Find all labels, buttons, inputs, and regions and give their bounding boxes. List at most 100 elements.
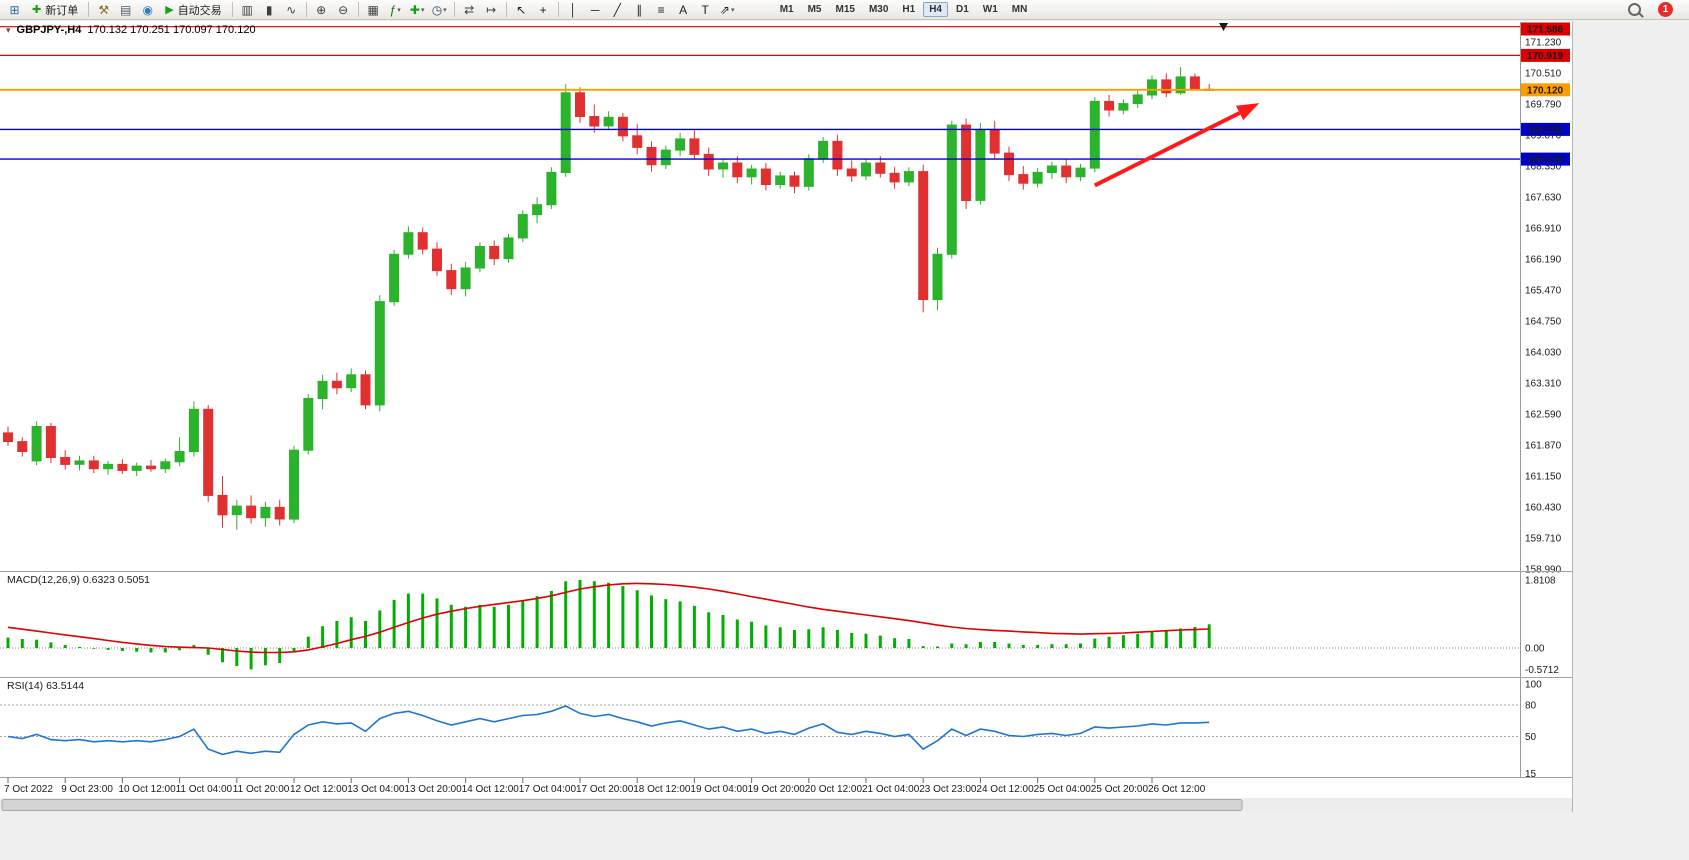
candlestick-series (3, 67, 1215, 530)
svg-text:19 Oct 20:00: 19 Oct 20:00 (748, 784, 806, 795)
search-lens-icon (1628, 3, 1641, 16)
macd-indicator (0, 580, 1520, 670)
svg-text:170.919: 170.919 (1527, 51, 1564, 62)
down-arrow-marker (1219, 23, 1228, 31)
timeframe-h4[interactable]: H4 (923, 2, 948, 17)
toolbar-separator (305, 2, 307, 17)
svg-text:169.790: 169.790 (1525, 100, 1562, 111)
timeframe-w1[interactable]: W1 (982, 4, 998, 15)
horizontal-line-icon[interactable]: ─ (590, 2, 600, 17)
svg-text:161.870: 161.870 (1525, 441, 1562, 452)
svg-text:7 Oct 2022: 7 Oct 2022 (4, 784, 53, 795)
new-chart-dropdown-icon[interactable]: ✚ ▾ (409, 2, 425, 17)
trend-arrow-annotation[interactable] (1093, 103, 1260, 188)
candlestick-chart-icon[interactable]: ▮ (265, 2, 273, 17)
svg-text:19 Oct 04:00: 19 Oct 04:00 (690, 784, 748, 795)
zoom-out-icon[interactable]: ⊖ (338, 2, 349, 17)
search-icon[interactable] (1624, 1, 1645, 19)
new-order-button[interactable]: ✚ 新订单 (26, 1, 84, 19)
arrows-tool-icon[interactable]: ⇗ ▾ (719, 2, 735, 17)
chart-ohlc-values: 170.132 170.251 170.097 170.120 (87, 24, 256, 36)
timeframe-d1[interactable]: D1 (956, 4, 969, 15)
scrollbar-thumb[interactable] (1, 799, 1243, 811)
svg-text:11 Oct 20:00: 11 Oct 20:00 (233, 784, 290, 795)
periods-dropdown-icon[interactable]: ◷ ▾ (431, 2, 447, 17)
notification-badge[interactable]: 1 (1658, 2, 1673, 17)
timeframe-m5[interactable]: M5 (807, 4, 822, 15)
svg-text:20 Oct 12:00: 20 Oct 12:00 (805, 784, 863, 795)
timeframe-m15[interactable]: M15 (835, 4, 855, 15)
timeframe-m30[interactable]: M30 (868, 4, 889, 15)
svg-text:162.590: 162.590 (1525, 410, 1562, 421)
svg-text:15: 15 (1525, 769, 1537, 780)
cursor-icon[interactable]: ↖ (516, 2, 527, 17)
trendline-icon[interactable]: ╱ (613, 2, 621, 17)
price-badge: 168.510 (1521, 152, 1570, 166)
svg-text:168.350: 168.350 (1525, 162, 1562, 173)
svg-text:167.630: 167.630 (1525, 193, 1562, 204)
svg-text:17 Oct 20:00: 17 Oct 20:00 (576, 784, 634, 795)
chart-title: ▾ GBPJPY-,H4 170.132 170.251 170.097 170… (6, 24, 256, 36)
tile-windows-icon[interactable]: ▦ (367, 2, 379, 17)
svg-text:100: 100 (1525, 680, 1542, 691)
vertical-line-icon[interactable]: │ (569, 2, 577, 17)
svg-text:80: 80 (1525, 701, 1537, 712)
fibonacci-icon[interactable]: ≡ (657, 2, 665, 17)
svg-text:10 Oct 12:00: 10 Oct 12:00 (118, 784, 176, 795)
autotrading-button[interactable]: ▶ 自动交易 (159, 1, 227, 19)
new-order-button-label: 新订单 (45, 4, 79, 17)
svg-text:25 Oct 04:00: 25 Oct 04:00 (1034, 784, 1092, 795)
chart-window: 171.230 170.510 169.790 169.070 168.350 167.6… (0, 21, 1573, 812)
autotrading-button-label: 自动交易 (177, 4, 222, 17)
crosshair-icon[interactable]: + (539, 2, 547, 17)
rsi-line (7, 705, 1210, 756)
line-chart-icon[interactable]: ∿ (286, 2, 297, 17)
svg-text:158.990: 158.990 (1525, 565, 1562, 576)
svg-text:168.510: 168.510 (1527, 155, 1564, 166)
chart-symbol-period: GBPJPY-,H4 (16, 24, 82, 36)
price-badge: 170.919 (1521, 48, 1570, 62)
zoom-in-icon[interactable]: ⊕ (316, 2, 327, 17)
svg-text:25 Oct 20:00: 25 Oct 20:00 (1091, 784, 1149, 795)
svg-text:13 Oct 20:00: 13 Oct 20:00 (404, 784, 462, 795)
toolbar-separator (357, 2, 359, 17)
svg-text:24 Oct 12:00: 24 Oct 12:00 (976, 784, 1034, 795)
svg-text:165.470: 165.470 (1525, 286, 1562, 297)
bar-chart-icon[interactable]: ▥ (241, 2, 253, 17)
price-badge: 171.586 (1521, 22, 1570, 36)
svg-text:1.8108: 1.8108 (1525, 576, 1556, 587)
autotrading-icon: ▶ (165, 4, 174, 16)
svg-text:166.190: 166.190 (1525, 255, 1562, 266)
channel-icon[interactable]: ∥ (636, 2, 643, 17)
toolbar-separator (505, 2, 507, 17)
indicators-icon[interactable]: ƒ ▾ (389, 2, 401, 17)
label-icon[interactable]: T (701, 2, 709, 17)
toolbar-separator (453, 2, 455, 17)
chart-shift-icon[interactable]: ↦ (486, 2, 497, 17)
svg-text:18 Oct 12:00: 18 Oct 12:00 (633, 784, 691, 795)
time-axis: 7 Oct 2022 9 Oct 23:00 10 Oct 12:00 11 Oct … (4, 778, 1206, 795)
horizontal-lines (0, 26, 1520, 160)
svg-text:169.070: 169.070 (1525, 131, 1562, 142)
print-icon[interactable]: ▤ (120, 2, 132, 17)
metaeditor-icon[interactable]: ⚒ (98, 2, 110, 17)
timeframe-h1[interactable]: H1 (902, 4, 916, 15)
svg-text:17 Oct 04:00: 17 Oct 04:00 (519, 784, 577, 795)
new-chart-icon[interactable]: ⊞ (9, 2, 20, 17)
timeframe-mn[interactable]: MN (1011, 4, 1028, 15)
svg-text:26 Oct 12:00: 26 Oct 12:00 (1148, 784, 1206, 795)
text-icon[interactable]: A (679, 2, 688, 17)
timeframe-m1[interactable]: M1 (779, 4, 794, 15)
price-badge: 170.120 (1521, 83, 1570, 97)
svg-text:171.586: 171.586 (1527, 25, 1564, 36)
svg-text:164.750: 164.750 (1525, 317, 1562, 328)
svg-text:13 Oct 04:00: 13 Oct 04:00 (347, 784, 405, 795)
svg-text:164.030: 164.030 (1525, 348, 1562, 359)
svg-text:160.430: 160.430 (1525, 503, 1562, 514)
autoscroll-icon[interactable]: ⇄ (464, 2, 475, 17)
svg-text:0.00: 0.00 (1525, 644, 1545, 655)
subwindow-collapse-icon[interactable]: ▾ (6, 24, 11, 35)
svg-text:170.120: 170.120 (1527, 85, 1564, 96)
data-window-icon[interactable]: ◉ (142, 2, 153, 17)
